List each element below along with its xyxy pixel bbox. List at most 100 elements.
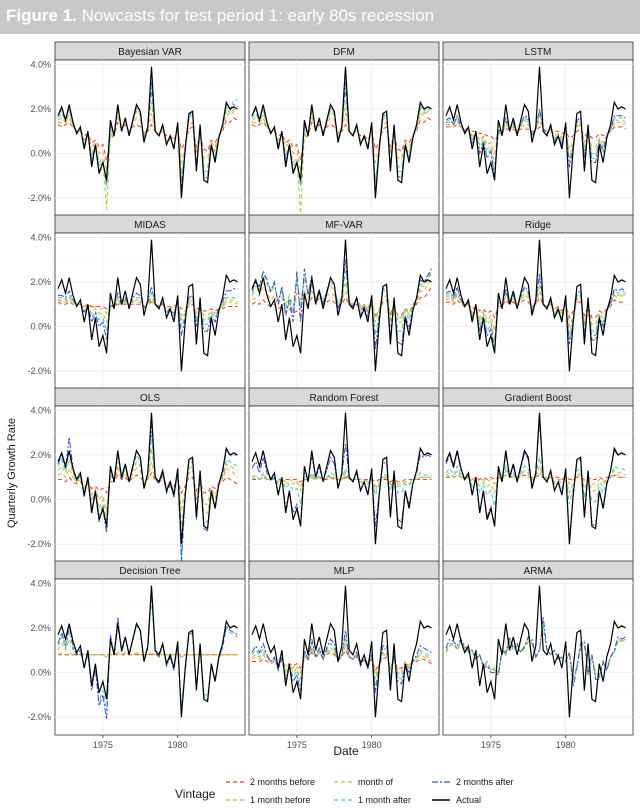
- figure-title: Figure 1. Nowcasts for test period 1: ea…: [6, 6, 434, 26]
- series-line-1-month-after: [57, 596, 238, 711]
- facet-title: Bayesian VAR: [118, 47, 182, 58]
- facet-panel: MIDAS: [54, 214, 246, 390]
- legend-label: 2 months after: [456, 777, 514, 787]
- series-line-Actual: [445, 412, 626, 545]
- facet-title: Ridge: [525, 220, 552, 231]
- legend-item: 1 month after: [334, 795, 411, 805]
- series-group: [445, 585, 626, 718]
- facet-title: Decision Tree: [119, 566, 181, 577]
- facet-title: LSTM: [525, 47, 552, 58]
- x-tick-label: 1980: [362, 740, 382, 750]
- legend-item: 2 months after: [432, 777, 514, 787]
- series-line-2-months-after: [251, 259, 432, 349]
- series-line-Actual: [57, 412, 238, 545]
- y-tick-label: 2.0%: [30, 623, 51, 633]
- y-tick-label: 2.0%: [30, 277, 51, 287]
- series-line-Actual: [57, 239, 238, 372]
- x-tick-label: 1975: [93, 740, 113, 750]
- facet-panel: LSTM: [442, 41, 634, 217]
- y-tick-label: 4.0%: [30, 59, 51, 69]
- x-tick-label: 1975: [481, 740, 501, 750]
- x-tick-label: 1980: [168, 740, 188, 750]
- legend: Vintage 2 months before 1 month before mont…: [175, 777, 514, 805]
- series-line-2-months-before: [252, 649, 432, 672]
- legend-item: 2 months before: [226, 777, 315, 787]
- facet-title: Gradient Boost: [505, 393, 572, 404]
- series-line-Actual: [57, 585, 238, 718]
- legend-label: month of: [358, 777, 394, 787]
- series-line-Actual: [445, 66, 626, 199]
- legend-label: Actual: [456, 795, 481, 805]
- y-tick-label: 2.0%: [30, 104, 51, 114]
- facet-panel: Decision Tree: [54, 560, 246, 736]
- series-group: [251, 239, 432, 372]
- series-line-1-month-before: [251, 277, 432, 320]
- series-group: [445, 412, 626, 545]
- series-group: [57, 66, 238, 210]
- y-tick-label: 0.0%: [30, 149, 51, 159]
- y-tick-label: -2.0%: [27, 366, 51, 376]
- series-line-2-months-before: [58, 471, 238, 495]
- series-group: [57, 412, 238, 562]
- series-line-2-months-after: [445, 616, 626, 687]
- series-line-Actual: [57, 66, 238, 199]
- legend-item: 1 month before: [226, 795, 311, 805]
- facet-title: DFM: [333, 47, 355, 58]
- y-tick-label: 0.0%: [30, 322, 51, 332]
- facet-title: MF-VAR: [325, 220, 363, 231]
- series-line-Actual: [251, 239, 432, 372]
- facet-panel: MLP: [248, 560, 440, 736]
- y-tick-label: -2.0%: [27, 539, 51, 549]
- legend-title: Vintage: [175, 787, 216, 801]
- facet-panel: Gradient Boost: [442, 387, 634, 563]
- facet-panel: MF-VAR: [248, 214, 440, 390]
- x-axis-title: Date: [333, 744, 359, 758]
- facet-panel: Bayesian VAR: [54, 41, 246, 217]
- legend-label: 2 months before: [250, 777, 315, 787]
- facet-panel: DFM: [248, 41, 440, 217]
- legend-item: month of: [334, 777, 394, 787]
- x-tick-label: 1980: [556, 740, 576, 750]
- series-group: [251, 66, 432, 214]
- facet-panel: ARMA: [442, 560, 634, 736]
- series-line-2-months-after: [251, 630, 432, 693]
- y-axis-title: Quarterly Growth Rate: [6, 418, 18, 528]
- series-group: [57, 585, 238, 720]
- y-tick-label: 4.0%: [30, 578, 51, 588]
- figure-label: Figure 1.: [6, 6, 77, 25]
- y-tick-label: -2.0%: [27, 712, 51, 722]
- series-line-1-month-after: [445, 457, 626, 507]
- legend-label: 1 month after: [358, 795, 411, 805]
- series-line-1-month-after: [445, 623, 626, 682]
- y-tick-label: 4.0%: [30, 232, 51, 242]
- series-group: [445, 66, 626, 199]
- facet-panel: OLS: [54, 387, 246, 563]
- series-line-Actual: [251, 585, 432, 718]
- series-line-1-month-before: [251, 644, 432, 677]
- figure-caption: Nowcasts for test period 1: early 80s re…: [81, 6, 435, 25]
- y-tick-label: 4.0%: [30, 405, 51, 415]
- series-line-Actual: [445, 239, 626, 372]
- figure-title-banner: Figure 1. Nowcasts for test period 1: ea…: [0, 0, 640, 34]
- facet-title: ARMA: [524, 566, 553, 577]
- facet-title: OLS: [140, 393, 160, 404]
- series-line-Actual: [251, 412, 432, 545]
- y-tick-label: 2.0%: [30, 450, 51, 460]
- series-line-Actual: [251, 66, 432, 199]
- series-group: [445, 239, 626, 372]
- series-line-Actual: [445, 585, 626, 718]
- series-group: [57, 239, 238, 372]
- y-tick-label: -2.0%: [27, 193, 51, 203]
- y-tick-label: 0.0%: [30, 668, 51, 678]
- legend-item: Actual: [432, 795, 481, 805]
- facet-panel: Random Forest: [248, 387, 440, 563]
- facet-title: Random Forest: [310, 393, 379, 404]
- series-line-1-month-before: [445, 472, 626, 485]
- series-group: [251, 585, 432, 718]
- y-tick-label: 0.0%: [30, 495, 51, 505]
- legend-label: 1 month before: [250, 795, 311, 805]
- facet-title: MIDAS: [134, 220, 166, 231]
- series-group: [251, 412, 432, 545]
- facet-title: MLP: [334, 566, 355, 577]
